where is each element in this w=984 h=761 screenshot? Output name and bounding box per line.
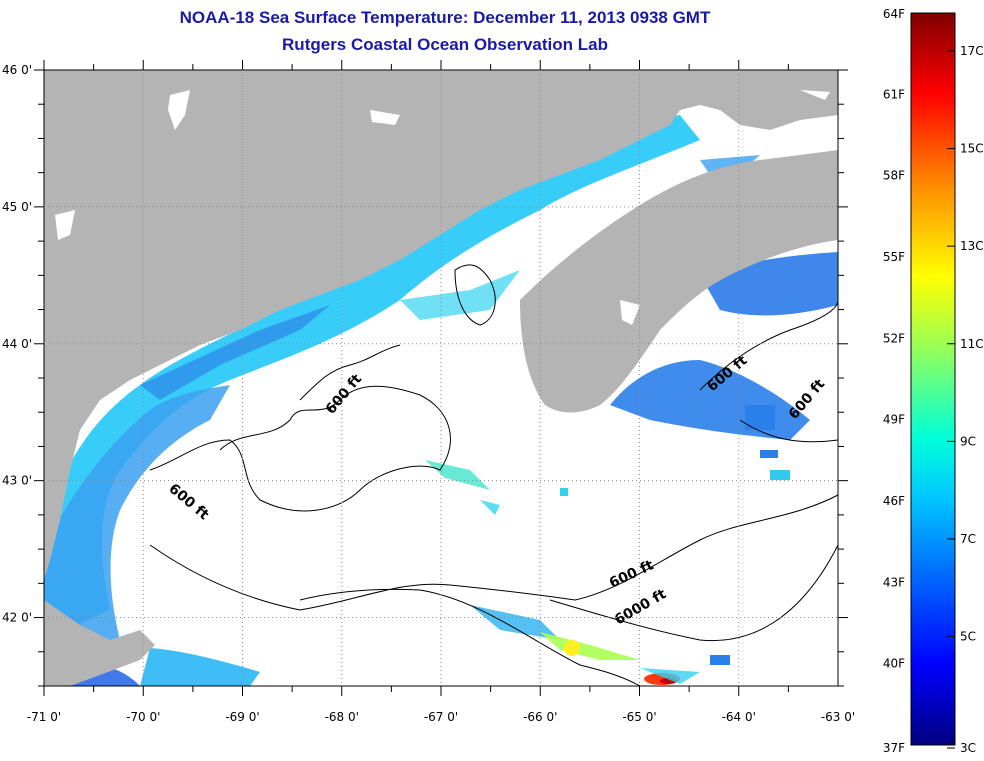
colorbar-f-label: 64F xyxy=(883,7,905,21)
colorbar-c-label: 5C xyxy=(960,630,976,644)
colorbar-ticks xyxy=(947,50,955,749)
lon-tick-label: -68 0' xyxy=(325,710,359,724)
fahrenheit-labels: 64F 61F 58F 55F 52F 49F 46F 43F 40F 37F xyxy=(883,7,905,755)
colorbar xyxy=(910,12,956,746)
land xyxy=(44,70,838,686)
colorbar-c-label: 15C xyxy=(960,142,984,156)
lat-tick-label: 42 0' xyxy=(2,611,32,625)
lakes xyxy=(55,90,830,325)
colorbar-f-label: 46F xyxy=(883,494,905,508)
lat-tick-label: 43 0' xyxy=(2,474,32,488)
longitude-labels: -71 0' -70 0' -69 0' -68 0' -67 0' -66 0' -65 … xyxy=(27,710,855,724)
colorbar-f-label: 49F xyxy=(883,413,905,427)
colorbar-f-label: 43F xyxy=(883,575,905,589)
colorbar-f-label: 37F xyxy=(883,741,905,755)
colorbar-f-label: 52F xyxy=(883,331,905,345)
lon-tick-label: -70 0' xyxy=(126,710,160,724)
lon-tick-label: -66 0' xyxy=(523,710,557,724)
colorbar-f-label: 58F xyxy=(883,169,905,183)
map-title: NOAA-18 Sea Surface Temperature: Decembe… xyxy=(179,8,711,27)
colorbar-c-label: 3C xyxy=(960,741,976,755)
map-subtitle: Rutgers Coastal Ocean Observation Lab xyxy=(282,35,608,54)
lon-tick-label: -71 0' xyxy=(27,710,61,724)
colorbar-f-label: 55F xyxy=(883,250,905,264)
colorbar-f-label: 61F xyxy=(883,87,905,101)
contours xyxy=(149,264,838,686)
lon-tick-label: -65 0' xyxy=(622,710,656,724)
latitude-labels: 46 0' 45 0' 44 0' 43 0' 42 0' xyxy=(2,63,32,625)
colorbar-c-label: 13C xyxy=(960,239,984,253)
lon-tick-label: -69 0' xyxy=(225,710,259,724)
colorbar-c-label: 7C xyxy=(960,532,976,546)
lat-tick-label: 44 0' xyxy=(2,337,32,351)
colorbar-c-label: 9C xyxy=(960,434,976,448)
map-ticks xyxy=(34,60,848,696)
colorbar-c-label: 17C xyxy=(960,44,984,58)
lon-tick-label: -63 0' xyxy=(821,710,855,724)
lat-tick-label: 45 0' xyxy=(2,200,32,214)
lon-tick-label: -64 0' xyxy=(722,710,756,724)
colorbar-f-label: 40F xyxy=(883,657,905,671)
colorbar-c-label: 11C xyxy=(960,337,984,351)
celsius-labels: 17C 15C 13C 11C 9C 7C 5C 3C xyxy=(960,44,984,755)
lat-tick-label: 46 0' xyxy=(2,63,32,77)
lon-tick-label: -67 0' xyxy=(424,710,458,724)
